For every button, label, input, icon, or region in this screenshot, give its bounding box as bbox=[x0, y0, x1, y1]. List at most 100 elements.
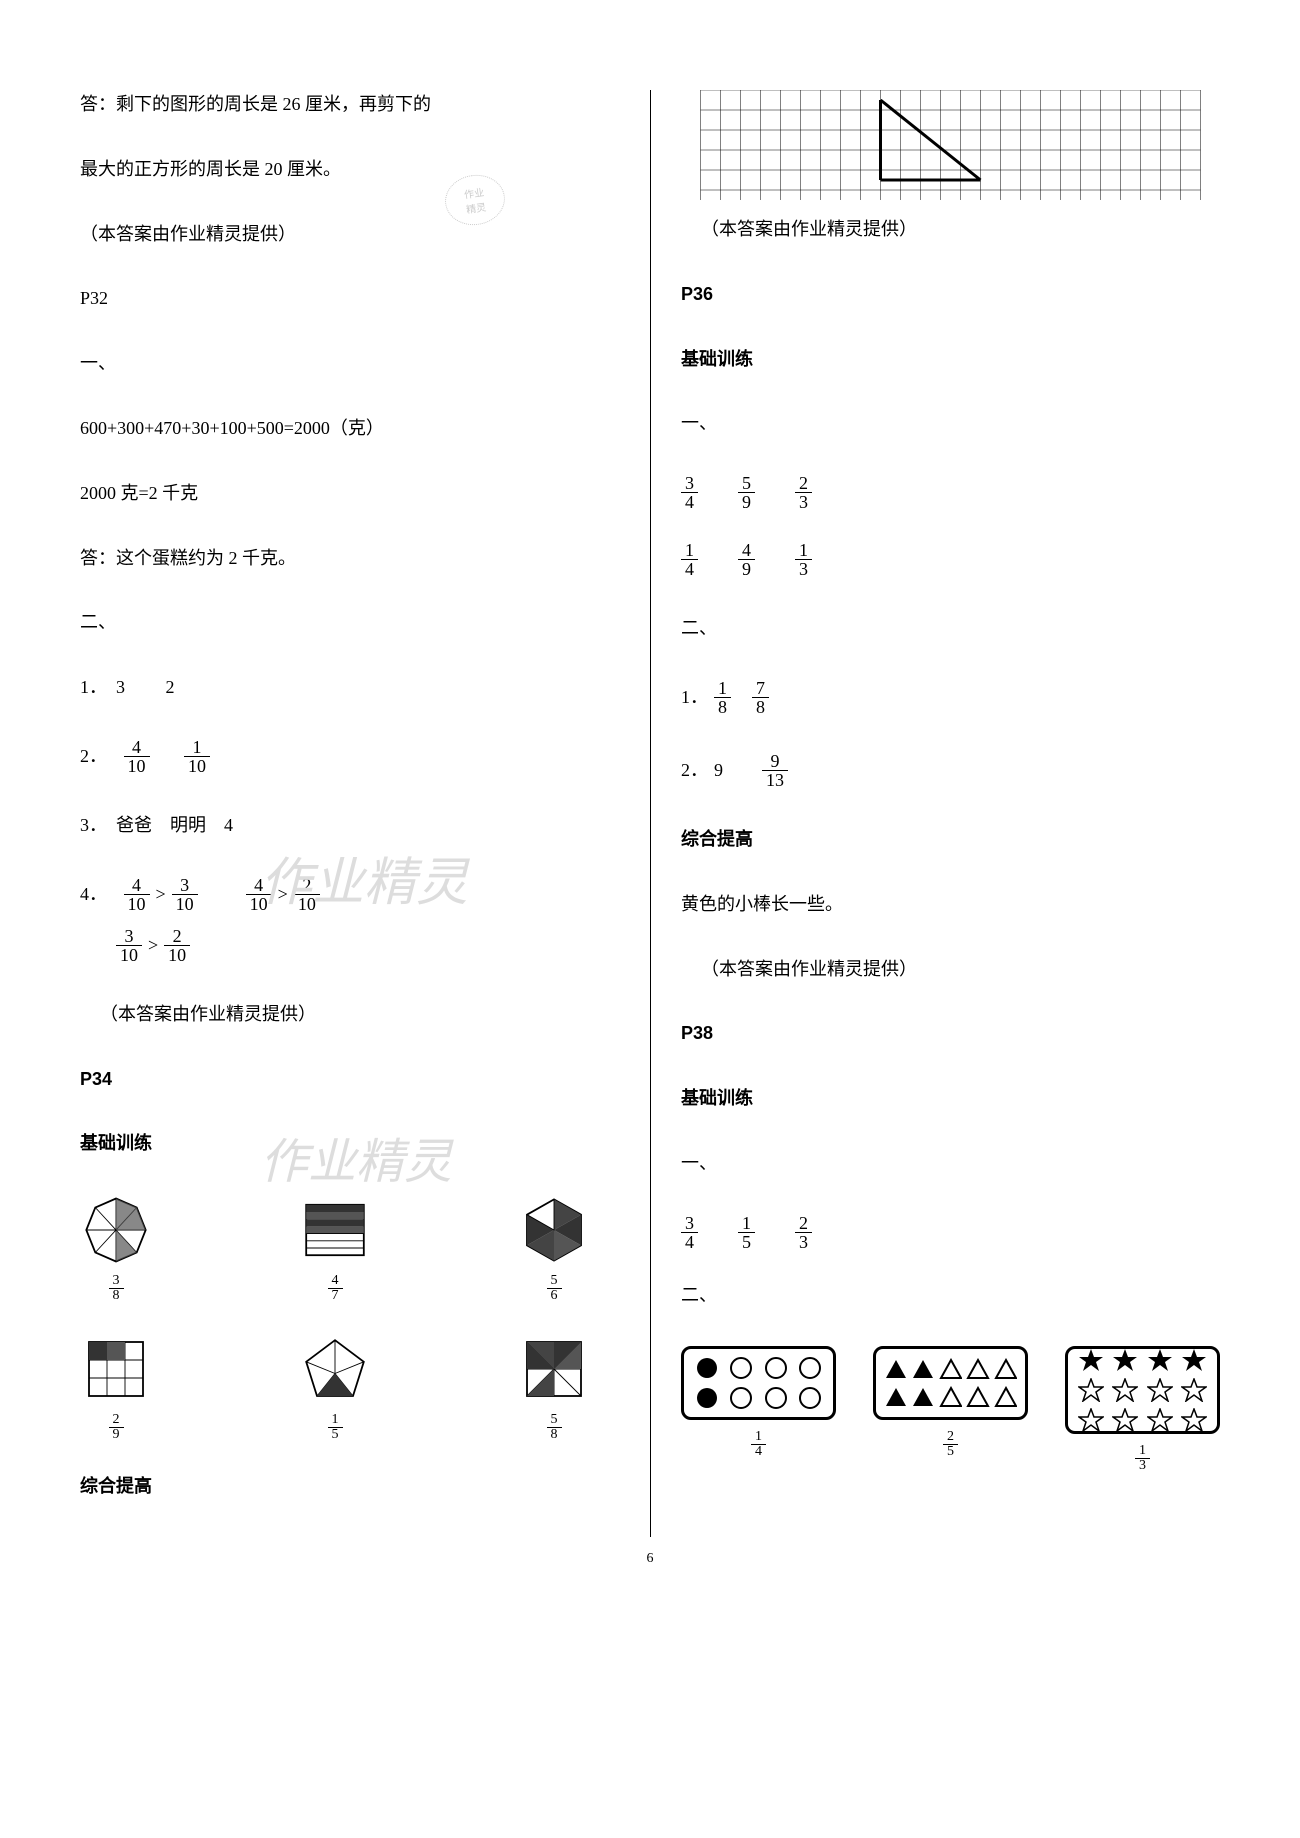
fraction: 47 bbox=[328, 1274, 343, 1303]
pentagon-icon bbox=[299, 1333, 371, 1405]
text: 答：剩下的图形的周长是 26 厘米，再剪下的 bbox=[80, 90, 620, 119]
circle-outline-icon bbox=[764, 1386, 788, 1410]
triangle-outline-icon bbox=[994, 1358, 1017, 1380]
square-x-icon bbox=[518, 1333, 590, 1405]
section-two: 二、 bbox=[80, 608, 620, 637]
answer: 黄色的小棒长一些。 bbox=[681, 890, 1220, 919]
section-one: 一、 bbox=[681, 409, 1220, 438]
basic-training: 基础训练 bbox=[80, 1129, 620, 1158]
fraction: 56 bbox=[547, 1274, 562, 1303]
equation: 2000 克=2 千克 bbox=[80, 479, 620, 508]
page-ref: P38 bbox=[681, 1019, 1220, 1048]
q4: 4． 410 > 310 410 > 210 310 > 210 bbox=[80, 876, 620, 964]
circle-outline-icon bbox=[798, 1356, 822, 1380]
fraction: 18 bbox=[714, 679, 731, 716]
comprehensive: 综合提高 bbox=[80, 1472, 620, 1501]
q2: 2． 410 110 bbox=[80, 738, 620, 775]
star-filled-icon bbox=[1112, 1348, 1138, 1372]
fraction: 310 bbox=[172, 876, 198, 913]
q1: 1． 18 78 bbox=[681, 679, 1220, 716]
fraction: 14 bbox=[681, 541, 698, 578]
fraction: 310 bbox=[116, 927, 142, 964]
star-outline-icon bbox=[1147, 1408, 1173, 1432]
star-outline-icon bbox=[1112, 1408, 1138, 1432]
circle-outline-icon bbox=[729, 1386, 753, 1410]
shape-hexagon: 56 bbox=[518, 1194, 590, 1303]
q2: 2． 9 913 bbox=[681, 752, 1220, 789]
fraction: 29 bbox=[109, 1413, 124, 1442]
text: 最大的正方形的周长是 20 厘米。 bbox=[80, 155, 620, 184]
fraction: 14 bbox=[751, 1430, 766, 1459]
fraction: 34 bbox=[681, 474, 698, 511]
hexagon-icon bbox=[518, 1194, 590, 1266]
left-column: 答：剩下的图形的周长是 26 厘米，再剪下的 最大的正方形的周长是 20 厘米。… bbox=[80, 90, 650, 1537]
star-outline-icon bbox=[1181, 1378, 1207, 1402]
shapes-row-1: 38 47 bbox=[80, 1194, 620, 1303]
page-number: 6 bbox=[647, 1551, 654, 1567]
circle-outline-icon bbox=[798, 1386, 822, 1410]
frac-row: 34 15 23 bbox=[681, 1214, 1220, 1251]
star-filled-icon bbox=[1181, 1348, 1207, 1372]
equation: 600+300+470+30+100+500=2000（克） bbox=[80, 414, 620, 443]
answer: 答：这个蛋糕约为 2 千克。 bbox=[80, 544, 620, 573]
triangle-outline-icon bbox=[966, 1386, 989, 1408]
shape-octagon: 38 bbox=[80, 1194, 152, 1303]
fraction: 210 bbox=[164, 927, 190, 964]
right-column: grid （本答案由作业精灵提供） P36 基础训练 一、 34 59 23 1… bbox=[650, 90, 1220, 1537]
star-outline-icon bbox=[1078, 1378, 1104, 1402]
circle-outline-icon bbox=[764, 1356, 788, 1380]
fraction: 38 bbox=[109, 1274, 124, 1303]
page-ref: P32 bbox=[80, 284, 620, 313]
fraction: 13 bbox=[1135, 1444, 1150, 1473]
triangle-filled-icon bbox=[911, 1386, 934, 1408]
credit: （本答案由作业精灵提供） bbox=[701, 955, 1220, 984]
basic-training: 基础训练 bbox=[681, 345, 1220, 374]
fraction: 49 bbox=[738, 541, 755, 578]
fraction: 59 bbox=[738, 474, 755, 511]
grid-icon bbox=[80, 1333, 152, 1405]
fraction: 15 bbox=[328, 1413, 343, 1442]
credit: （本答案由作业精灵提供） bbox=[100, 1000, 620, 1029]
fraction: 913 bbox=[762, 752, 788, 789]
shape-square-x: 58 bbox=[518, 1333, 590, 1442]
stars-set: 13 bbox=[1065, 1346, 1220, 1473]
star-outline-icon bbox=[1112, 1378, 1138, 1402]
fraction: 25 bbox=[943, 1430, 958, 1459]
fraction: 13 bbox=[795, 541, 812, 578]
fraction: 410 bbox=[124, 876, 150, 913]
fraction: 410 bbox=[246, 876, 272, 913]
star-filled-icon bbox=[1078, 1348, 1104, 1372]
section-two: 二、 bbox=[681, 1281, 1220, 1310]
page-container: 答：剩下的图形的周长是 26 厘米，再剪下的 最大的正方形的周长是 20 厘米。… bbox=[80, 90, 1220, 1537]
frac-row: 14 49 13 bbox=[681, 541, 1220, 578]
q3: 3． 爸爸 明明 4 bbox=[80, 811, 620, 840]
shapes-row-2: 29 15 bbox=[80, 1333, 620, 1442]
fraction: 58 bbox=[547, 1413, 562, 1442]
circle-filled-icon bbox=[695, 1356, 719, 1380]
triangle-filled-icon bbox=[884, 1358, 907, 1380]
fraction: 15 bbox=[738, 1214, 755, 1251]
frac-row: 34 59 23 bbox=[681, 474, 1220, 511]
shape-bars: 47 bbox=[299, 1194, 371, 1303]
triangle-outline-icon bbox=[939, 1358, 962, 1380]
triangle-outline-icon bbox=[994, 1386, 1017, 1408]
comprehensive: 综合提高 bbox=[681, 825, 1220, 854]
circle-outline-icon bbox=[729, 1356, 753, 1380]
basic-training: 基础训练 bbox=[681, 1084, 1220, 1113]
shape-grid: 29 bbox=[80, 1333, 152, 1442]
fraction: 210 bbox=[294, 876, 320, 913]
page-ref: P36 bbox=[681, 280, 1220, 309]
q1: 1． 3 2 bbox=[80, 673, 620, 702]
credit: （本答案由作业精灵提供） bbox=[80, 220, 620, 249]
section-one: 一、 bbox=[681, 1149, 1220, 1178]
fraction: 34 bbox=[681, 1214, 698, 1251]
star-outline-icon bbox=[1078, 1408, 1104, 1432]
fraction: 110 bbox=[184, 738, 210, 775]
triangle-outline-icon bbox=[939, 1386, 962, 1408]
shape-sets: 14 bbox=[681, 1346, 1220, 1473]
octagon-icon bbox=[80, 1194, 152, 1266]
credit: （本答案由作业精灵提供） bbox=[701, 215, 1220, 244]
star-outline-icon bbox=[1147, 1378, 1173, 1402]
shape-pentagon: 15 bbox=[299, 1333, 371, 1442]
triangle-filled-icon bbox=[911, 1358, 934, 1380]
